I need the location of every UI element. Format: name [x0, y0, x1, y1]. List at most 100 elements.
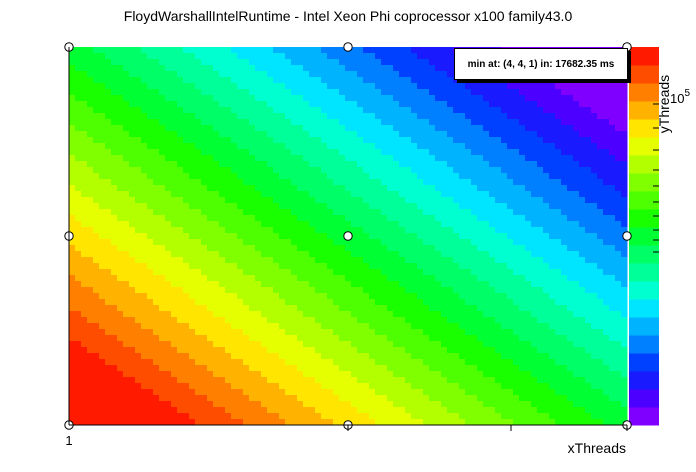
heatmap-cell: [513, 149, 520, 156]
heatmap-cell: [255, 341, 262, 348]
heatmap-cell: [123, 203, 130, 210]
heatmap-cell: [159, 299, 166, 306]
heatmap-cell: [303, 179, 310, 186]
heatmap-cell: [435, 137, 442, 144]
heatmap-cell: [303, 365, 310, 372]
heatmap-cell: [297, 53, 304, 60]
heatmap-cell: [555, 329, 562, 336]
heatmap-cell: [621, 245, 628, 252]
heatmap-cell: [249, 359, 256, 366]
heatmap-cell: [441, 311, 448, 318]
heatmap-cell: [99, 107, 106, 114]
heatmap-cell: [573, 77, 580, 84]
heatmap-cell: [603, 107, 610, 114]
heatmap-cell: [429, 233, 436, 240]
heatmap-cell: [525, 83, 532, 90]
heatmap-cell: [201, 179, 208, 186]
heatmap-cell: [489, 143, 496, 150]
heatmap-cell: [141, 119, 148, 126]
heatmap-cell: [273, 341, 280, 348]
heatmap-cell: [603, 215, 610, 222]
heatmap-cell: [165, 251, 172, 258]
heatmap-cell: [543, 269, 550, 276]
heatmap-cell: [243, 47, 250, 54]
heatmap-cell: [285, 293, 292, 300]
heatmap-cell: [291, 161, 298, 168]
heatmap-cell: [495, 191, 502, 198]
heatmap-cell: [195, 155, 202, 162]
heatmap-cell: [363, 185, 370, 192]
heatmap-cell: [267, 137, 274, 144]
heatmap-cell: [267, 107, 274, 114]
heatmap-cell: [291, 329, 298, 336]
heatmap-cell: [597, 101, 604, 108]
heatmap-cell: [189, 101, 196, 108]
heatmap-cell: [465, 113, 472, 120]
heatmap-cell: [345, 251, 352, 258]
heatmap-cell: [513, 227, 520, 234]
heatmap-cell: [351, 143, 358, 150]
heatmap-cell: [387, 221, 394, 228]
heatmap-cell: [333, 161, 340, 168]
heatmap-cell: [117, 311, 124, 318]
heatmap-cell: [87, 113, 94, 120]
heatmap-cell: [81, 89, 88, 96]
heatmap-cell: [405, 311, 412, 318]
heatmap-cell: [375, 365, 382, 372]
heatmap-cell: [195, 239, 202, 246]
heatmap-cell: [351, 185, 358, 192]
heatmap-cell: [345, 341, 352, 348]
heatmap-cell: [507, 287, 514, 294]
heatmap-cell: [465, 173, 472, 180]
heatmap-cell: [567, 77, 574, 84]
heatmap-cell: [189, 59, 196, 66]
heatmap-cell: [111, 167, 118, 174]
heatmap-cell: [387, 263, 394, 270]
heatmap-cell: [231, 233, 238, 240]
heatmap-cell: [555, 83, 562, 90]
heatmap-cell: [471, 107, 478, 114]
heatmap-cell: [279, 125, 286, 132]
heatmap-cell: [93, 287, 100, 294]
heatmap-cell: [141, 197, 148, 204]
heatmap-cell: [513, 83, 520, 90]
heatmap-cell: [111, 365, 118, 372]
heatmap-cell: [615, 179, 622, 186]
heatmap-cell: [339, 221, 346, 228]
heatmap-cell: [591, 293, 598, 300]
heatmap-cell: [249, 161, 256, 168]
heatmap-cell: [135, 125, 142, 132]
heatmap-cell: [489, 293, 496, 300]
heatmap-cell: [129, 347, 136, 354]
heatmap-cell: [183, 233, 190, 240]
heatmap-cell: [537, 341, 544, 348]
heatmap-cell: [537, 311, 544, 318]
heatmap-cell: [207, 329, 214, 336]
heatmap-cell: [219, 305, 226, 312]
heatmap-cell: [561, 155, 568, 162]
heatmap-cell: [399, 275, 406, 282]
heatmap-cell: [117, 257, 124, 264]
heatmap-cell: [537, 359, 544, 366]
heatmap-cell: [105, 59, 112, 66]
heatmap-cell: [585, 215, 592, 222]
heatmap-cell: [339, 299, 346, 306]
heatmap-cell: [513, 161, 520, 168]
heatmap-cell: [537, 173, 544, 180]
heatmap-cell: [303, 161, 310, 168]
heatmap-cell: [381, 65, 388, 72]
heatmap-cell: [531, 119, 538, 126]
heatmap-cell: [453, 335, 460, 342]
heatmap-cell: [459, 257, 466, 264]
heatmap-cell: [285, 359, 292, 366]
heatmap-cell: [591, 185, 598, 192]
heatmap-cell: [561, 137, 568, 144]
heatmap-cell: [93, 209, 100, 216]
heatmap-cell: [471, 365, 478, 372]
heatmap-cell: [345, 269, 352, 276]
heatmap-cell: [513, 131, 520, 138]
heatmap-cell: [171, 89, 178, 96]
heatmap-cell: [417, 161, 424, 168]
heatmap-cell: [513, 89, 520, 96]
heatmap-cell: [177, 365, 184, 372]
